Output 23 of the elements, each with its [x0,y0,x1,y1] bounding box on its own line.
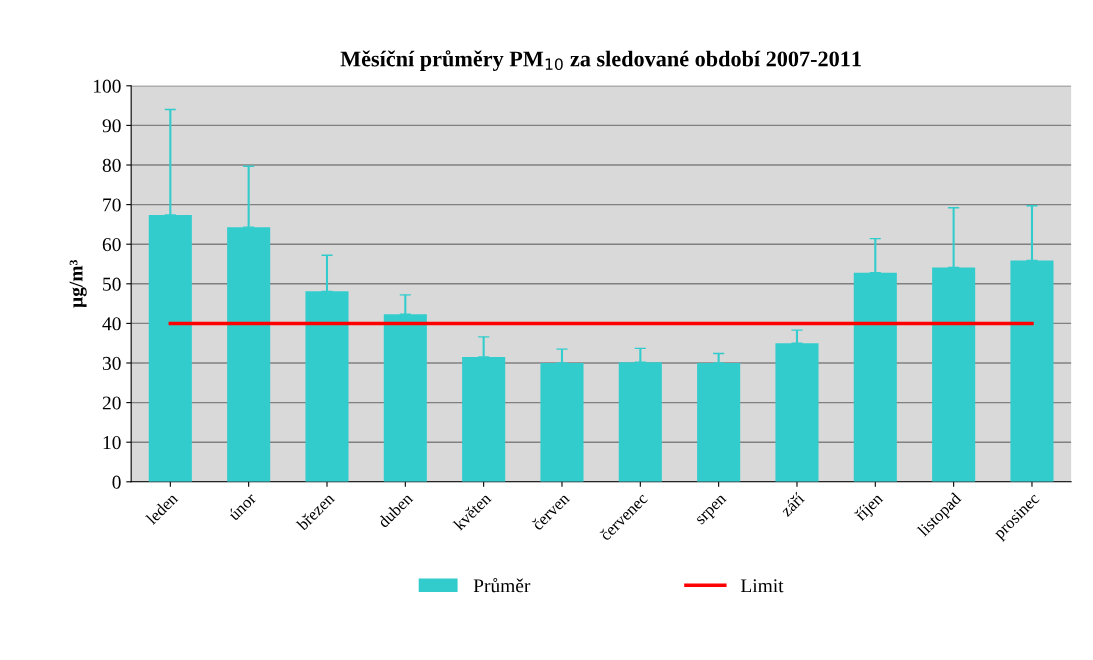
y-tick-label: 0 [112,475,121,489]
y-tick-label: 90 [102,119,121,133]
bar [227,227,271,482]
y-tick-label: 80 [102,158,121,172]
y-tick-label: 40 [102,317,121,331]
legend-label: Průměr [473,578,531,593]
y-tick-label: 50 [103,277,121,291]
bar [697,363,741,482]
x-tick-label: září [779,491,806,518]
bar [540,363,584,482]
legend-label: Limit [740,579,784,593]
y-tick-label: 70 [103,198,121,212]
y-tick-label: 60 [102,238,121,252]
y-tick-label: 20 [102,396,121,410]
x-tick-label: říjen [853,491,886,524]
bar [148,214,192,482]
y-tick-label: 100 [93,79,121,93]
x-tick-label: únor [227,491,257,522]
y-tick-label: 10 [103,436,121,450]
bar [462,357,506,482]
chart-title: Měsíční průměry PM$_{10}$ za sledované období 2007-2011 [340,50,861,72]
y-axis-title: µg/m³ [69,260,87,308]
y-tick-label: 30 [102,356,121,370]
